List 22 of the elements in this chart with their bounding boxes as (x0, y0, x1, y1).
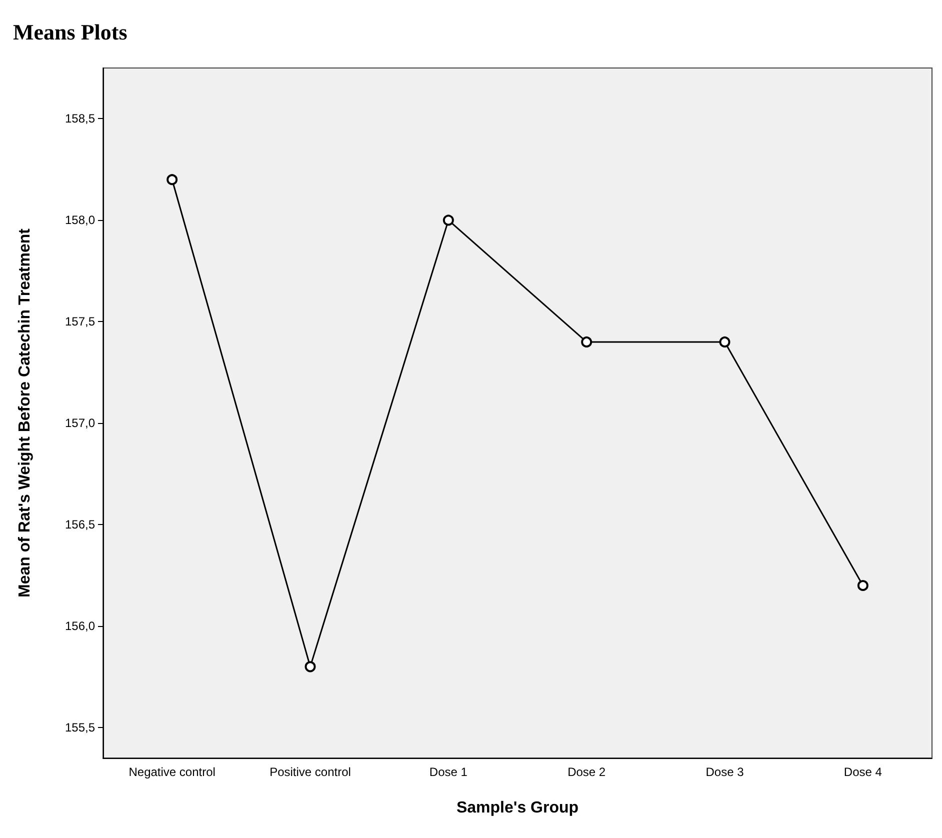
y-tick-label: 157,5 (64, 314, 96, 329)
chart-title: Means Plots (13, 20, 128, 44)
x-tick-label: Positive control (270, 765, 351, 779)
y-tick-label: 158,0 (64, 213, 96, 228)
y-tick-label: 155,5 (64, 720, 96, 735)
x-tick-label: Dose 1 (429, 765, 468, 779)
x-axis-title: Sample's Group (456, 800, 579, 816)
y-tick-label: 158,5 (64, 112, 96, 126)
point (857, 580, 868, 591)
point (304, 661, 316, 672)
x-tick-label: Dose 3 (706, 765, 744, 779)
point (581, 336, 592, 348)
x-tick-label: Negative control (128, 765, 216, 779)
y-axis-title: Mean of Rat's Weight Before Catechin Treatment (16, 228, 34, 598)
y-tick-label: 156,5 (64, 518, 96, 532)
point (442, 214, 454, 226)
x-tick-label: Dose 4 (844, 765, 882, 779)
x-tick-label: Dose 2 (568, 765, 606, 779)
y-tick-label: 156,0 (64, 619, 96, 634)
y-tick-label: 157,0 (64, 416, 96, 430)
point (166, 174, 178, 186)
point (719, 336, 730, 348)
